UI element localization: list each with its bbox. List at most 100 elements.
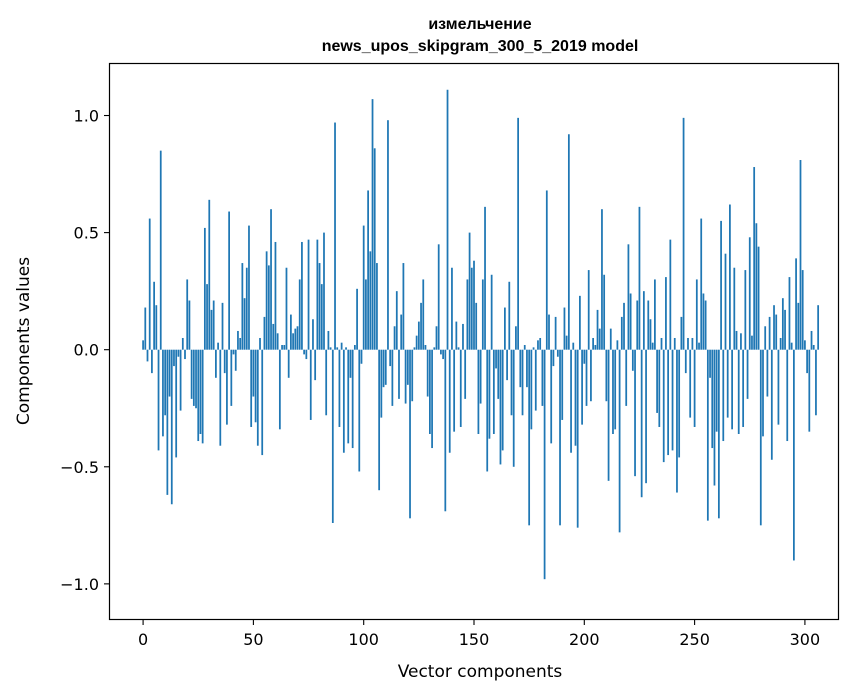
bar-89	[338, 349, 341, 427]
bar-286	[773, 305, 775, 350]
bar-86	[331, 349, 334, 523]
bar-30	[208, 199, 211, 350]
bar-265	[726, 349, 729, 418]
y-axis-label: Components values	[14, 257, 34, 425]
bar-142	[455, 321, 458, 350]
bar-248	[689, 349, 692, 418]
bar-61	[276, 333, 279, 350]
bar-199	[581, 349, 583, 425]
bar-263	[722, 349, 725, 442]
bar-112	[389, 349, 392, 367]
bar-237	[665, 277, 667, 350]
bar-9	[162, 349, 164, 437]
bar-289	[779, 337, 782, 350]
bar-270	[737, 349, 740, 434]
bar-256	[706, 349, 709, 521]
bar-7	[157, 349, 160, 451]
bar-190	[561, 349, 564, 420]
bar-162	[499, 349, 502, 465]
bar-132	[433, 347, 436, 350]
bar-22	[190, 349, 193, 399]
bar-42	[234, 349, 237, 371]
bar-282	[764, 326, 767, 350]
bar-261	[717, 349, 720, 519]
bar-285	[770, 349, 773, 460]
bar-62	[278, 349, 281, 430]
bar-271	[740, 333, 742, 350]
bar-111	[387, 120, 389, 350]
bar-37	[223, 349, 226, 374]
bar-93	[347, 349, 350, 444]
bar-133	[435, 326, 438, 350]
bar-188	[556, 349, 559, 357]
bar-38	[226, 349, 228, 425]
bar-288	[777, 349, 780, 425]
x-axis: 0 50 100 150 200 250 300	[138, 619, 820, 649]
bar-238	[667, 349, 670, 456]
x-tick-label-3: 150	[459, 630, 490, 649]
bar-160	[495, 349, 497, 369]
bar-87	[334, 122, 336, 350]
bar-277	[753, 167, 756, 350]
bar-280	[759, 349, 762, 526]
bar-78	[314, 349, 317, 381]
bar-10	[164, 349, 167, 416]
bar-275	[748, 237, 751, 350]
bar-73	[303, 349, 306, 355]
bar-69	[294, 328, 297, 350]
bar-217	[620, 316, 623, 350]
bar-35	[219, 349, 222, 446]
bar-174	[526, 349, 528, 388]
bar-231	[651, 342, 654, 350]
bar-65	[285, 267, 288, 350]
bar-232	[654, 279, 656, 350]
bar-14	[173, 349, 175, 367]
bar-218	[623, 302, 625, 350]
bar-193	[567, 134, 570, 350]
y-tick-label-4: 1.0	[74, 107, 99, 126]
bar-129	[426, 349, 429, 397]
bar-128	[424, 345, 427, 350]
bar-81	[320, 284, 323, 350]
bar-83	[325, 349, 328, 416]
bar-123	[413, 347, 416, 350]
x-tick-label-1: 50	[243, 630, 263, 649]
bar-294	[790, 342, 793, 350]
bar-135	[440, 349, 442, 355]
bar-173	[523, 345, 526, 350]
bar-77	[312, 319, 314, 350]
bar-181	[541, 349, 544, 406]
bar-141	[453, 349, 456, 432]
bar-175	[528, 349, 531, 526]
bar-304	[812, 345, 815, 350]
bar-1	[144, 307, 147, 350]
bar-267	[731, 349, 733, 430]
bar-284	[768, 316, 771, 350]
bar-148	[468, 232, 471, 350]
chart-title: измельчение	[428, 16, 531, 33]
bar-274	[746, 349, 749, 399]
bar-201	[585, 349, 588, 406]
bar-219	[625, 349, 628, 406]
bar-211	[607, 349, 610, 481]
bar-6	[155, 305, 158, 350]
bar-140	[451, 267, 453, 350]
bar-239	[669, 239, 672, 350]
bar-3	[148, 218, 151, 350]
bar-207	[598, 328, 601, 350]
bar-126	[420, 302, 422, 350]
bar-106	[376, 263, 378, 350]
bar-85	[329, 347, 332, 350]
bar-26	[199, 349, 202, 434]
bar-195	[572, 342, 575, 350]
bar-28	[203, 227, 206, 350]
y-tick-label-2: 0.0	[74, 341, 99, 360]
bar-13	[170, 349, 173, 505]
bar-269	[735, 330, 738, 350]
bar-15	[175, 349, 178, 458]
bar-74	[305, 349, 308, 360]
bar-215	[616, 340, 619, 350]
bar-220	[627, 244, 630, 350]
bar-303	[810, 330, 813, 350]
bar-176	[530, 349, 533, 430]
